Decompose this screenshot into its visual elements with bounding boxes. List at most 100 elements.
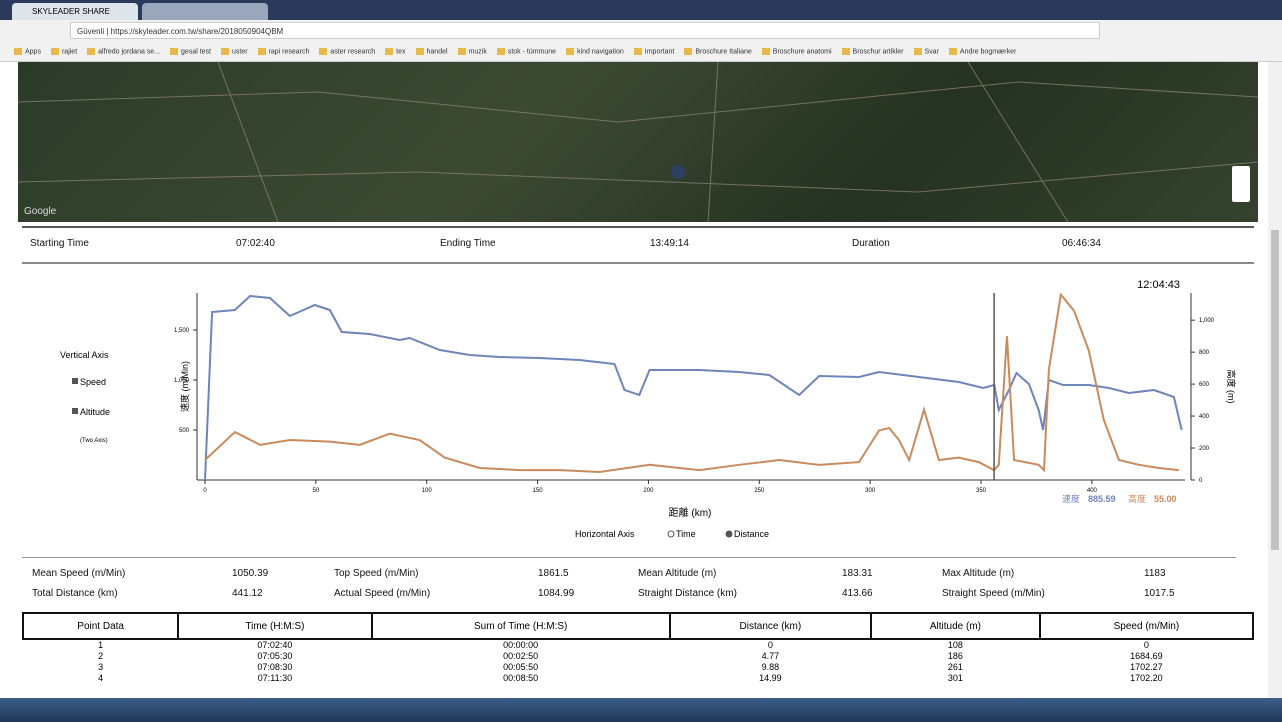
column-header: Sum of Time (H:M:S)	[372, 613, 670, 639]
address-bar: Güvenli | https://skyleader.com.tw/share…	[0, 20, 1282, 42]
table-cell: 4	[23, 673, 178, 684]
legend-checkbox[interactable]	[72, 408, 78, 414]
series-line	[205, 295, 1179, 472]
x-tick-label: 0	[203, 488, 207, 494]
map-attribution: Google	[24, 206, 56, 217]
scroll-thumb[interactable]	[1271, 230, 1279, 550]
stat-label: Actual Speed (m/Min)	[334, 588, 430, 599]
readout-label: 速度	[1062, 493, 1080, 504]
map[interactable]: Google	[18, 62, 1258, 222]
column-header: Time (H:M:S)	[178, 613, 371, 639]
zoom-control[interactable]	[1232, 166, 1250, 202]
url-field[interactable]: Güvenli | https://skyleader.com.tw/share…	[70, 22, 1100, 39]
x-tick-label: 200	[643, 488, 654, 494]
table-cell: 186	[871, 651, 1040, 662]
legend-note: (Two Axis)	[80, 438, 108, 444]
readout-value: 885.59	[1088, 494, 1116, 504]
y-tick-label: 1,500	[174, 328, 190, 334]
column-header: Altitude (m)	[871, 613, 1040, 639]
taskbar	[0, 698, 1282, 722]
table-cell: 301	[871, 673, 1040, 684]
stat-value: 1084.99	[538, 588, 574, 599]
column-header: Point Data	[23, 613, 178, 639]
x-tick-label: 50	[313, 488, 320, 494]
bookmark[interactable]: Andre bogmærker	[949, 48, 1016, 55]
table-cell: 9.88	[670, 662, 871, 673]
series-line	[205, 296, 1182, 480]
table-row: 307:08:3000:05:509.882611702.27	[23, 662, 1253, 673]
url: https://skyleader.com.tw/share/201805090…	[111, 27, 284, 36]
bookmark[interactable]: tex	[385, 48, 405, 55]
table-cell: 00:08:50	[372, 673, 670, 684]
bookmarks-bar: Apps rajiet alfredo jordana se... gesal tes…	[0, 42, 1282, 62]
tab-bar: SKYLEADER SHARE	[0, 0, 1282, 20]
bookmark[interactable]: uster	[221, 48, 248, 55]
column-header: Distance (km)	[670, 613, 871, 639]
bookmark[interactable]: Important	[634, 48, 675, 55]
summary-label: Ending Time	[440, 238, 496, 249]
stat-label: Total Distance (km)	[32, 588, 118, 599]
y2-tick-label: 0	[1199, 478, 1203, 484]
stat-value: 1183	[1144, 568, 1166, 579]
x-tick-label: 350	[976, 488, 987, 494]
stat-label: Top Speed (m/Min)	[334, 568, 418, 579]
bookmark[interactable]: Apps	[14, 48, 41, 55]
horizontal-axis-title: Horizontal Axis	[575, 529, 635, 539]
table-cell: 1684.69	[1040, 651, 1253, 662]
y2-tick-label: 200	[1199, 446, 1210, 452]
radio-label: Distance	[734, 529, 769, 539]
readout-label: 高度	[1128, 493, 1146, 504]
stat-value: 441.12	[232, 588, 263, 599]
table-cell: 3	[23, 662, 178, 673]
bookmark[interactable]: alfredo jordana se...	[87, 48, 160, 55]
tab[interactable]: SKYLEADER SHARE	[12, 3, 138, 20]
x-tick-label: 250	[754, 488, 765, 494]
x-tick-label: 100	[422, 488, 433, 494]
radio[interactable]	[726, 531, 732, 537]
table-row: 407:11:3000:08:5014.993011702.20	[23, 673, 1253, 684]
table-cell: 07:05:30	[178, 651, 371, 662]
secure-label: Güvenli	[77, 27, 104, 36]
bookmark[interactable]: Broschure anatomi	[762, 48, 832, 55]
legend-entry: Speed	[80, 377, 106, 387]
stat-value: 1017.5	[1144, 588, 1175, 599]
radio-label: Time	[676, 529, 696, 539]
readout-value: 55.00	[1154, 494, 1177, 504]
y-tick-label: 500	[179, 428, 190, 434]
bookmark[interactable]: rapi research	[258, 48, 310, 55]
summary-value: 07:02:40	[236, 238, 275, 249]
table-cell: 1702.27	[1040, 662, 1253, 673]
legend-checkbox[interactable]	[72, 378, 78, 384]
stat-label: Straight Distance (km)	[638, 588, 737, 599]
table-cell: 0	[670, 639, 871, 651]
legend-title: Vertical Axis	[60, 350, 109, 360]
y-axis-title: 速度 (m/Min)	[179, 361, 190, 412]
table-cell: 07:02:40	[178, 639, 371, 651]
radio[interactable]	[668, 531, 674, 537]
table-cell: 1	[23, 639, 178, 651]
bookmark[interactable]: muzik	[458, 48, 487, 55]
stat-value: 183.31	[842, 568, 873, 579]
bookmark[interactable]: Broschur artikler	[842, 48, 904, 55]
bookmark[interactable]: gesal test	[170, 48, 211, 55]
bookmark[interactable]: rajiet	[51, 48, 77, 55]
table-cell: 0	[1040, 639, 1253, 651]
column-header: Speed (m/Min)	[1040, 613, 1253, 639]
tab[interactable]	[142, 3, 268, 20]
stat-label: Mean Altitude (m)	[638, 568, 716, 579]
bookmark[interactable]: Broschure Italiane	[684, 48, 751, 55]
bookmark[interactable]: aster research	[319, 48, 375, 55]
bookmark[interactable]: stok - tümmune	[497, 48, 556, 55]
x-axis-title: 距離 (km)	[669, 506, 712, 519]
stat-value: 413.66	[842, 588, 873, 599]
table-cell: 261	[871, 662, 1040, 673]
bookmark[interactable]: kind navigation	[566, 48, 624, 55]
summary-value: 13:49:14	[650, 238, 689, 249]
bookmark[interactable]: Svar	[914, 48, 939, 55]
x-tick-label: 150	[533, 488, 544, 494]
bookmark[interactable]: handel	[416, 48, 448, 55]
stat-value: 1861.5	[538, 568, 569, 579]
